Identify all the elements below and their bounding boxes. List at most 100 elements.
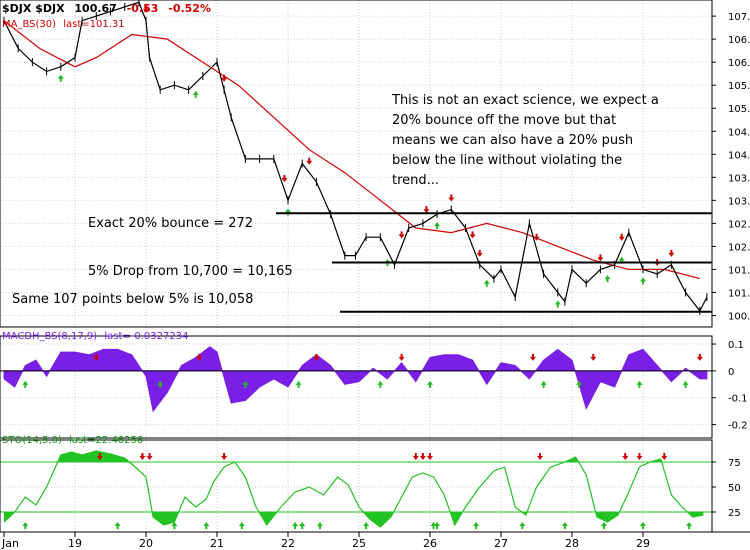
up-arrow-icon <box>434 522 441 529</box>
x-tick-label: 25 <box>352 537 366 550</box>
sto-last: last=22.46256 <box>69 435 143 446</box>
down-arrow-icon <box>306 157 313 165</box>
down-arrow-icon <box>529 353 536 361</box>
price-series <box>3 1 708 313</box>
ma-label: MA_BS(30) <box>2 19 56 30</box>
annotation-line: trend... <box>392 173 439 188</box>
up-arrow-icon <box>316 522 323 529</box>
sto-label: STO(14,5,0) <box>2 435 62 446</box>
up-arrow-icon <box>377 380 384 388</box>
up-arrow-icon <box>618 256 625 264</box>
down-arrow-icon <box>281 174 288 182</box>
down-arrow-icon <box>146 453 153 460</box>
down-arrow-icon <box>533 233 540 241</box>
x-tick-label: 27 <box>494 537 508 550</box>
y-tick-label: 101.00 <box>728 288 750 299</box>
down-arrow-icon <box>696 353 703 361</box>
down-arrow-icon <box>661 453 668 460</box>
up-arrow-icon <box>483 279 490 287</box>
y-tick-label: -0.2 <box>728 421 748 432</box>
down-arrow-icon <box>476 249 483 257</box>
y-tick-label: 100.50 <box>728 311 750 322</box>
panel-frame <box>0 0 713 328</box>
up-arrow-icon <box>295 380 302 388</box>
y-tick-label: 106.50 <box>728 35 750 46</box>
level-label-below: Same 107 points below 5% is 10,058 <box>12 292 253 307</box>
svg-text:MA_BS(30) last=101.31: MA_BS(30) last=101.31 <box>2 19 125 30</box>
up-arrow-icon <box>114 522 121 529</box>
up-arrow-icon <box>238 522 245 529</box>
up-arrow-icon <box>22 380 29 388</box>
up-arrow-icon <box>604 275 611 283</box>
level-label-drop: 5% Drop from 10,700 = 10,165 <box>88 264 293 279</box>
up-arrow-icon <box>299 522 306 529</box>
up-arrow-icon <box>682 380 689 388</box>
annotation-text: This is not an exact science, we expect … <box>391 93 663 188</box>
y-tick-label: 106.00 <box>728 58 750 69</box>
y-tick-label: 0 <box>728 367 734 378</box>
x-tick-label: 21 <box>210 537 224 550</box>
macd-label: MACDH_BS(8,17,9) <box>2 331 97 342</box>
down-arrow-icon <box>313 353 320 361</box>
y-tick-label: 105.00 <box>728 104 750 115</box>
price-panel <box>3 0 712 315</box>
x-tick-label: 26 <box>423 537 437 550</box>
x-tick-label: 19 <box>68 537 82 550</box>
up-arrow-icon <box>242 380 249 388</box>
up-arrow-icon <box>519 522 526 529</box>
y-tick-label: 103.50 <box>728 173 750 184</box>
svg-text:$DJX $DJX 100.67 -0.53: $DJX $DJX 100.67 -0.53 -0.52% <box>2 2 211 15</box>
down-arrow-icon <box>668 249 675 257</box>
down-arrow-icon <box>469 231 476 239</box>
panel-frame <box>0 335 713 439</box>
down-arrow-icon <box>590 353 597 361</box>
annotation-line: This is not an exact science, we expect … <box>391 93 659 108</box>
down-arrow-icon <box>427 453 433 460</box>
price-change: -0.53 <box>127 2 159 15</box>
up-arrow-icon <box>636 380 643 388</box>
sto-overbought-fill <box>4 451 704 462</box>
y-tick-label: 104.50 <box>728 127 750 138</box>
price-signal-arrows <box>57 5 675 308</box>
symbol-text: $DJX $DJX <box>2 2 65 15</box>
up-arrow-icon <box>640 522 646 529</box>
down-arrow-icon <box>423 206 430 214</box>
down-arrow-icon <box>93 353 100 361</box>
down-arrow-icon <box>622 453 629 460</box>
up-arrow-icon <box>600 522 607 529</box>
last-price: 100.67 <box>74 2 116 15</box>
down-arrow-icon <box>398 353 405 361</box>
level-lines <box>276 212 712 313</box>
up-arrow-icon <box>576 380 583 388</box>
level-label-bounce: Exact 20% bounce = 272 <box>88 216 253 231</box>
down-arrow-icon <box>196 353 203 361</box>
price-change-pct: -0.52% <box>168 2 211 15</box>
y-tick-label: 0.1 <box>728 340 744 351</box>
up-arrow-icon <box>473 522 480 529</box>
up-arrow-icon <box>192 90 199 98</box>
annotation-line: 20% bounce off the move but that <box>392 113 616 128</box>
ma-series <box>3 20 700 280</box>
y-tick-label: 75 <box>728 458 741 469</box>
down-arrow-icon <box>448 194 455 202</box>
up-arrow-icon <box>686 522 693 529</box>
up-arrow-icon <box>285 208 291 216</box>
y-tick-label: 105.50 <box>728 81 750 92</box>
down-arrow-icon <box>96 453 103 460</box>
macd-last: last=-0.0327234 <box>104 331 188 342</box>
up-arrow-icon <box>22 522 29 529</box>
down-arrow-icon <box>537 453 544 460</box>
y-tick-label: 103.00 <box>728 196 750 207</box>
annotation-line: below the line without violating the <box>392 153 622 168</box>
moving-average-line <box>3 20 700 280</box>
x-tick-label: 28 <box>565 537 579 550</box>
x-tick-label: 29 <box>636 537 650 550</box>
up-arrow-icon <box>430 522 437 529</box>
up-arrow-icon <box>640 277 646 285</box>
y-tick-label: 107.00 <box>728 12 750 23</box>
up-arrow-icon <box>292 522 299 529</box>
down-arrow-icon <box>221 453 228 460</box>
x-tick-label: 20 <box>139 537 153 550</box>
up-arrow-icon <box>554 300 561 308</box>
